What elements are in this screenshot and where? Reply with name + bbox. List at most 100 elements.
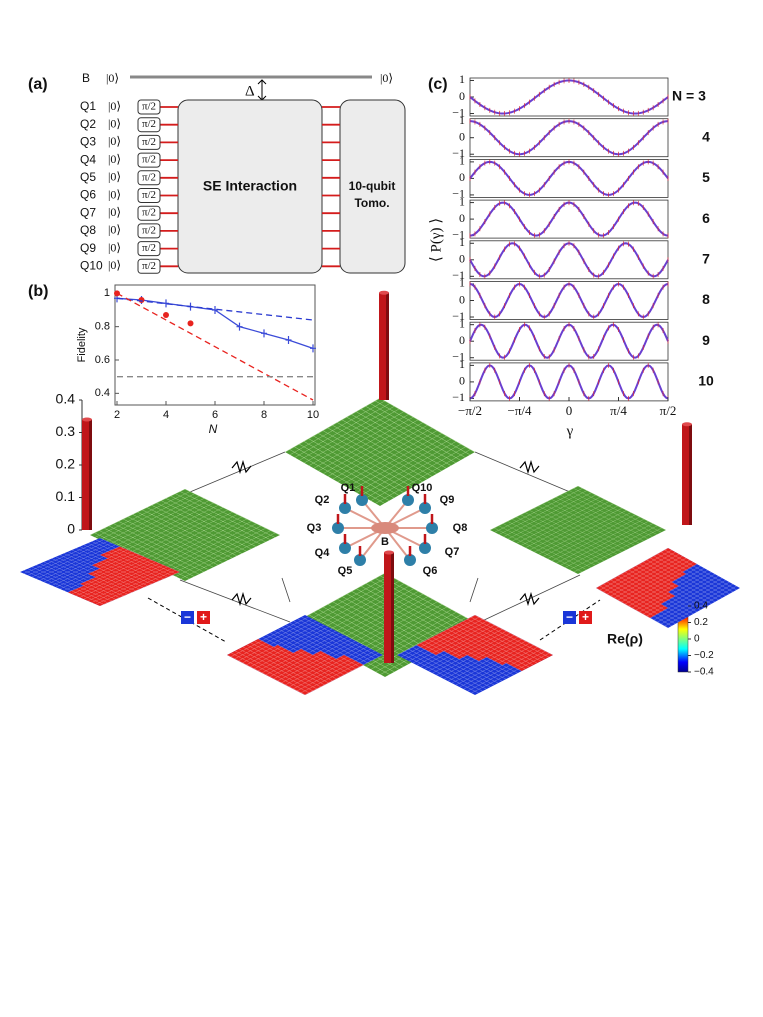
colorbar-tick-label: 0.4 <box>694 601 708 612</box>
row-label: 9 <box>702 332 710 348</box>
gate-label: π/2 <box>142 101 156 113</box>
qubit-ball <box>426 522 438 534</box>
qubit-label: Q2 <box>315 494 330 506</box>
gate <box>137 205 161 221</box>
x-tick-label: 4 <box>163 409 169 421</box>
row-frame <box>469 362 669 402</box>
row-frame <box>469 240 669 280</box>
plus-sign: + <box>582 610 589 624</box>
bar-top <box>384 550 394 555</box>
point <box>261 329 267 338</box>
tomo-box <box>339 99 406 274</box>
qubit-label: Q1 <box>341 482 356 494</box>
x-tick-label: −π/2 <box>458 403 482 418</box>
row-label: 5 <box>702 169 710 185</box>
gate <box>137 117 161 133</box>
qubit-label: Q8 <box>80 223 96 237</box>
y-tick-label: 0 <box>459 333 465 347</box>
y-tick-label: 0.4 <box>56 391 76 407</box>
plane-grid <box>490 486 666 574</box>
gate <box>137 134 161 150</box>
y-tick-label: 0 <box>459 252 465 266</box>
qubit-label: Q6 <box>80 188 96 202</box>
qubit-label: Q3 <box>80 135 96 149</box>
y-tick-label: −1 <box>452 187 465 201</box>
bath-spin <box>371 522 399 534</box>
plane-grid <box>227 614 383 696</box>
colorbar-tick-label: 0.2 <box>694 617 708 628</box>
x-tick-label: −π/4 <box>507 403 532 418</box>
y-tick-label: 0.2 <box>56 456 76 472</box>
gate-label: π/2 <box>142 154 156 166</box>
tomo-label: Tomo. <box>354 196 389 210</box>
error-ticks <box>469 159 669 198</box>
bar-side <box>391 552 394 663</box>
y-tick-label: 1 <box>459 235 465 249</box>
row-label: 10 <box>698 373 714 389</box>
y-tick-label: 0.6 <box>95 354 110 366</box>
qubit-ball <box>354 554 366 566</box>
panel-label: (b) <box>28 283 48 300</box>
row-frame <box>469 158 669 198</box>
y-axis-label: ⟨ P(γ) ⟩ <box>428 218 444 262</box>
bar-side <box>386 292 389 400</box>
plus-sign: + <box>200 610 207 624</box>
bath-label: B <box>82 71 90 85</box>
ket: |0⟩ <box>108 240 121 254</box>
point <box>187 320 194 327</box>
gate-label: π/2 <box>142 207 156 219</box>
row-label: 4 <box>702 128 710 144</box>
qubit-label: Q8 <box>453 522 468 534</box>
minus-sign: − <box>566 610 573 624</box>
point <box>163 312 169 318</box>
bath-label: B <box>381 536 389 548</box>
x-tick-label: 0 <box>566 403 573 418</box>
qubit-label: Q9 <box>440 494 455 506</box>
ket: |0⟩ <box>106 71 119 85</box>
plane <box>490 486 666 574</box>
plane <box>397 614 553 696</box>
minus-box <box>181 611 194 624</box>
colorbar-tick-label: 0 <box>694 634 700 645</box>
series-line <box>116 297 314 321</box>
plane-grid <box>397 614 553 696</box>
gate-label: π/2 <box>142 136 156 148</box>
error-ticks <box>469 77 669 116</box>
gate <box>137 170 161 186</box>
ket: |0⟩ <box>108 223 121 237</box>
y-tick-label: 1 <box>459 276 465 290</box>
ket: |0⟩ <box>108 205 121 219</box>
x-tick-label: π/2 <box>660 403 677 418</box>
x-axis-label: N <box>209 422 218 436</box>
gate-label: π/2 <box>142 171 156 183</box>
y-tick-label: −1 <box>452 349 465 363</box>
qubit-label: Q10 <box>412 482 433 494</box>
plane <box>596 547 740 629</box>
qubit-label: Q7 <box>80 205 96 219</box>
y-tick-label: 0.8 <box>95 321 110 333</box>
qubit-label: Q4 <box>80 152 96 166</box>
bar-top <box>82 417 92 422</box>
point <box>285 336 292 344</box>
y-tick-label: −1 <box>452 390 465 404</box>
bar <box>384 552 391 663</box>
gate <box>137 188 161 203</box>
row-label: N = 3 <box>672 88 706 104</box>
y-tick-label: −1 <box>452 227 465 241</box>
ket: |0⟩ <box>108 152 121 166</box>
qubit-label: Q3 <box>307 522 322 534</box>
point <box>236 322 243 331</box>
y-tick-label: 1 <box>104 287 110 299</box>
plot-frame <box>114 284 316 406</box>
bar <box>682 424 689 525</box>
qubit-ball <box>404 554 416 566</box>
connector <box>179 451 581 623</box>
qubit-label: Q4 <box>315 547 331 559</box>
x-tick-label: 8 <box>261 409 267 421</box>
row-label: 8 <box>702 291 710 307</box>
plane <box>227 614 383 696</box>
qubit-label: Q2 <box>80 117 96 131</box>
ket: |0⟩ <box>108 187 121 201</box>
plus-box <box>579 611 592 624</box>
